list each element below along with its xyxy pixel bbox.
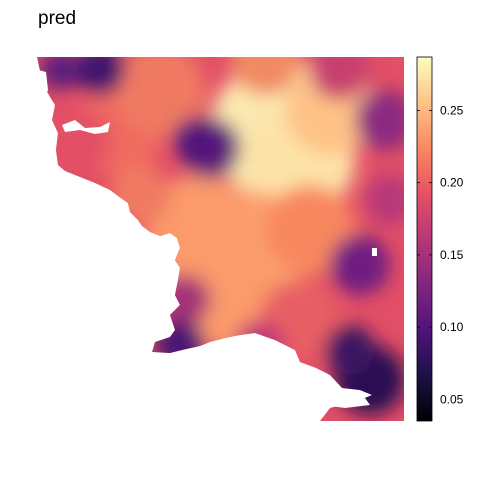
heat-cell — [365, 175, 404, 225]
heat-cell — [75, 57, 125, 95]
heat-cell — [325, 325, 375, 375]
colorbar-tick-label: 0.20 — [440, 176, 464, 190]
colorbar-tick-label: 0.25 — [440, 103, 464, 117]
colorbar — [416, 56, 433, 422]
heat-cell — [310, 57, 370, 100]
page-title: pred — [38, 8, 77, 29]
colorbar-tick-label: 0.15 — [440, 248, 464, 262]
heat-cell — [230, 57, 300, 95]
colorbar-tick-label: 0.10 — [440, 320, 464, 334]
colorbar-tick-label: 0.05 — [440, 392, 464, 406]
heat-cell — [265, 185, 355, 275]
heat-cell — [40, 57, 80, 90]
heat-cell — [115, 57, 205, 135]
heat-cell — [173, 118, 217, 162]
heat-cell — [355, 90, 404, 150]
